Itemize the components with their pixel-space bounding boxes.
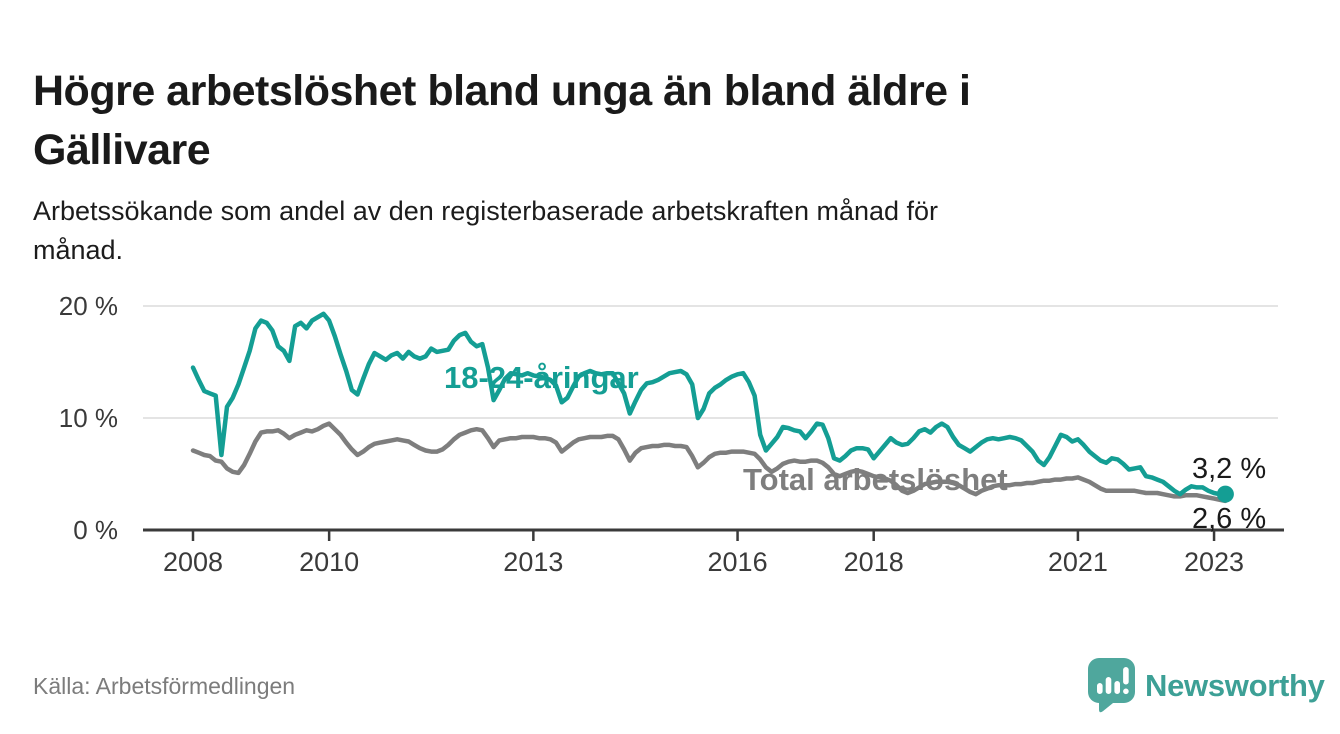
- page-subtitle: Arbetssökande som andel av den registerb…: [33, 192, 1253, 270]
- unemployment-line-chart: 0 % 10 % 20 % 2008 2010 2013 2016 2018 2021 2023 T…: [59, 291, 1284, 577]
- y-axis-label-20: 20 %: [59, 291, 118, 321]
- subtitle-line-1: Arbetssökande som andel av den registerb…: [33, 196, 939, 226]
- subtitle-line-2: månad.: [33, 235, 124, 265]
- series-line-youth: [190, 311, 1228, 497]
- newsworthy-chart-bubble-icon: [1088, 658, 1135, 713]
- x-axis-label-2016: 2016: [708, 547, 768, 577]
- series-label-youth: 18-24-åringar: [444, 360, 639, 395]
- title-line-1: Högre arbetslöshet bland unga än bland ä…: [33, 66, 971, 115]
- series-label-total: Total arbetslöshet: [743, 462, 1008, 497]
- page-title: Högre arbetslöshet bland unga än bland ä…: [33, 62, 1253, 180]
- source-note: Källa: Arbetsförmedlingen: [33, 673, 296, 699]
- x-axis-label-2010: 2010: [299, 547, 359, 577]
- newsworthy-logo: Newsworthy: [1087, 657, 1325, 715]
- series-end-dot-youth: [1216, 485, 1234, 503]
- title-line-2: Gällivare: [33, 125, 211, 174]
- x-axis-label-2023: 2023: [1184, 547, 1244, 577]
- y-axis-label-10: 10 %: [59, 403, 118, 433]
- end-value-label-total: 2,6 %: [1192, 503, 1266, 535]
- x-axis-label-2018: 2018: [844, 547, 904, 577]
- x-axis-label-2021: 2021: [1048, 547, 1108, 577]
- series-line-total: [190, 421, 1228, 504]
- y-axis-label-0: 0 %: [73, 515, 118, 545]
- newsworthy-logo-text: Newsworthy: [1145, 668, 1325, 703]
- end-value-label-youth: 3,2 %: [1192, 453, 1266, 485]
- x-axis-label-2008: 2008: [163, 547, 223, 577]
- x-axis-label-2013: 2013: [503, 547, 563, 577]
